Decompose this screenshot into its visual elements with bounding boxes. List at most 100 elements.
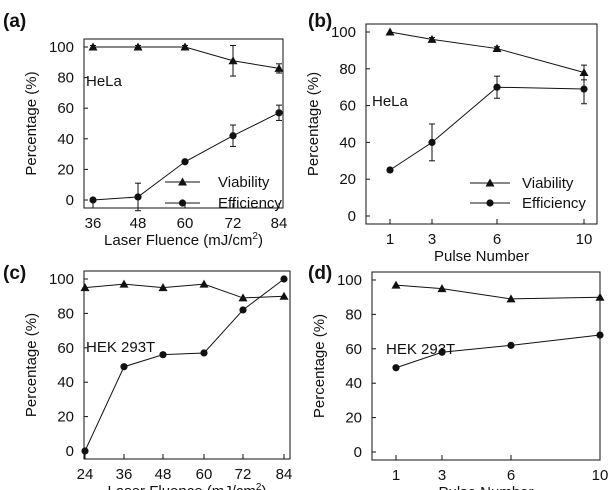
x-tick-label: 3 <box>428 231 436 248</box>
y-tick-label: 100 <box>49 271 74 288</box>
y-axis-label: Percentage (%) <box>311 314 328 418</box>
legend-triangle-marker <box>485 178 495 187</box>
x-tick-label: 1 <box>392 467 400 484</box>
plot-frame <box>83 270 291 460</box>
circle-marker <box>493 83 501 91</box>
x-tick-label: 60 <box>196 466 213 483</box>
y-tick-label: 80 <box>57 305 74 322</box>
triangle-marker <box>180 42 190 51</box>
x-axis-label-superscript: 2 <box>256 482 262 490</box>
panel-label: (c) <box>3 263 26 284</box>
y-tick-label: 60 <box>339 98 356 115</box>
legend-circle-marker <box>178 199 187 207</box>
circle-marker <box>275 109 283 117</box>
circle-marker <box>438 348 446 356</box>
triangle-marker <box>279 291 289 300</box>
x-axis-label-main: Pulse Number <box>438 484 533 490</box>
circle-marker <box>81 447 89 455</box>
x-tick-label: 48 <box>155 466 172 483</box>
panel-a: 0 20 40 60 80 100 36 48 60 72 84 (a) HeLa Percentage … <box>3 11 287 249</box>
y-tick-label: 20 <box>57 161 74 178</box>
circle-marker <box>428 138 436 146</box>
x-tick-label: 36 <box>85 215 102 232</box>
panel-c: 0 20 40 60 80 100 24 36 48 60 72 84 (c) HEK 293T Perce… <box>3 263 292 490</box>
x-axis-label-main: Pulse Number <box>434 248 529 265</box>
x-axis-label-superscript: 2 <box>252 231 258 242</box>
legend-label-viability: Viability <box>218 174 270 191</box>
circle-marker <box>392 364 400 372</box>
panel-d: 0 20 40 60 80 100 1 3 6 10 (d) HEK 293T Percentage (… <box>308 263 608 490</box>
plot-frame <box>371 271 601 461</box>
y-axis-label: Percentage (%) <box>23 313 40 417</box>
panel-label: (d) <box>308 263 332 284</box>
x-tick-label: 10 <box>576 231 593 248</box>
triangle-marker <box>88 42 98 51</box>
triangle-marker <box>274 63 284 72</box>
triangle-marker <box>158 283 168 292</box>
y-tick-label: 20 <box>57 409 74 426</box>
plot-frame <box>365 23 598 225</box>
y-tick-label: 20 <box>345 410 362 427</box>
circle-marker <box>507 341 515 349</box>
x-tick-label: 36 <box>116 466 133 483</box>
x-tick-label: 6 <box>493 231 501 248</box>
y-tick-label: 60 <box>345 341 362 358</box>
x-axis-label: Pulse Number <box>438 484 533 490</box>
y-tick-label: 40 <box>57 131 74 148</box>
triangle-marker <box>595 292 605 301</box>
cell-line-annotation: HeLa <box>86 73 123 90</box>
x-axis-label-end: ) <box>258 232 263 249</box>
circle-marker <box>580 85 588 93</box>
triangle-marker <box>238 293 248 302</box>
y-tick-label: 80 <box>339 61 356 78</box>
panel-b: 0 20 40 60 80 100 1 3 6 10 (b) HeLa Percentage (%) Pu… <box>305 11 598 265</box>
circle-series-line <box>395 334 601 369</box>
triangle-marker <box>80 283 90 292</box>
circle-marker <box>596 331 604 339</box>
circle-series-line <box>389 86 585 171</box>
triangle-series-line <box>395 284 601 300</box>
x-tick-label: 6 <box>507 467 515 484</box>
y-tick-label: 0 <box>66 192 74 209</box>
circle-marker <box>181 158 189 166</box>
legend-triangle-marker <box>178 177 187 186</box>
triangle-marker <box>492 44 502 53</box>
y-axis-label: Percentage (%) <box>305 72 322 176</box>
y-tick-label: 40 <box>57 374 74 391</box>
y-tick-label: 40 <box>345 375 362 392</box>
circle-marker <box>239 306 247 314</box>
triangle-marker <box>133 42 143 51</box>
cell-line-annotation: HEK 293T <box>386 341 455 358</box>
y-tick-label: 80 <box>57 70 74 87</box>
circle-marker <box>200 349 208 357</box>
x-tick-label: 84 <box>271 215 288 232</box>
triangle-marker <box>437 284 447 293</box>
x-axis-label: Laser Fluence (mJ/cm2) <box>108 482 267 490</box>
y-tick-label: 40 <box>339 134 356 151</box>
triangle-marker <box>228 56 238 65</box>
x-tick-label: 72 <box>235 466 252 483</box>
x-axis-label: Laser Fluence (mJ/cm2) <box>104 231 263 249</box>
x-tick-label: 84 <box>276 466 293 483</box>
y-tick-label: 100 <box>337 272 362 289</box>
x-tick-label: 1 <box>386 231 394 248</box>
triangle-marker <box>391 280 401 289</box>
circle-marker <box>120 363 128 371</box>
legend-label-viability: Viability <box>522 175 574 192</box>
x-axis-label: Pulse Number <box>434 248 529 265</box>
triangle-series-line <box>389 31 585 73</box>
x-tick-label: 60 <box>177 215 194 232</box>
triangle-marker <box>199 279 209 288</box>
legend-circle-marker <box>486 199 494 207</box>
y-axis-label: Percentage (%) <box>23 71 40 175</box>
cell-line-annotation: HeLa <box>372 93 409 110</box>
x-tick-label: 72 <box>225 215 242 232</box>
y-tick-label: 0 <box>66 443 74 460</box>
y-tick-label: 0 <box>354 444 362 461</box>
circle-marker <box>386 166 394 174</box>
x-axis-label-end: ) <box>261 483 266 490</box>
x-tick-label: 48 <box>130 215 147 232</box>
y-tick-label: 100 <box>331 24 356 41</box>
triangle-marker <box>427 34 437 43</box>
